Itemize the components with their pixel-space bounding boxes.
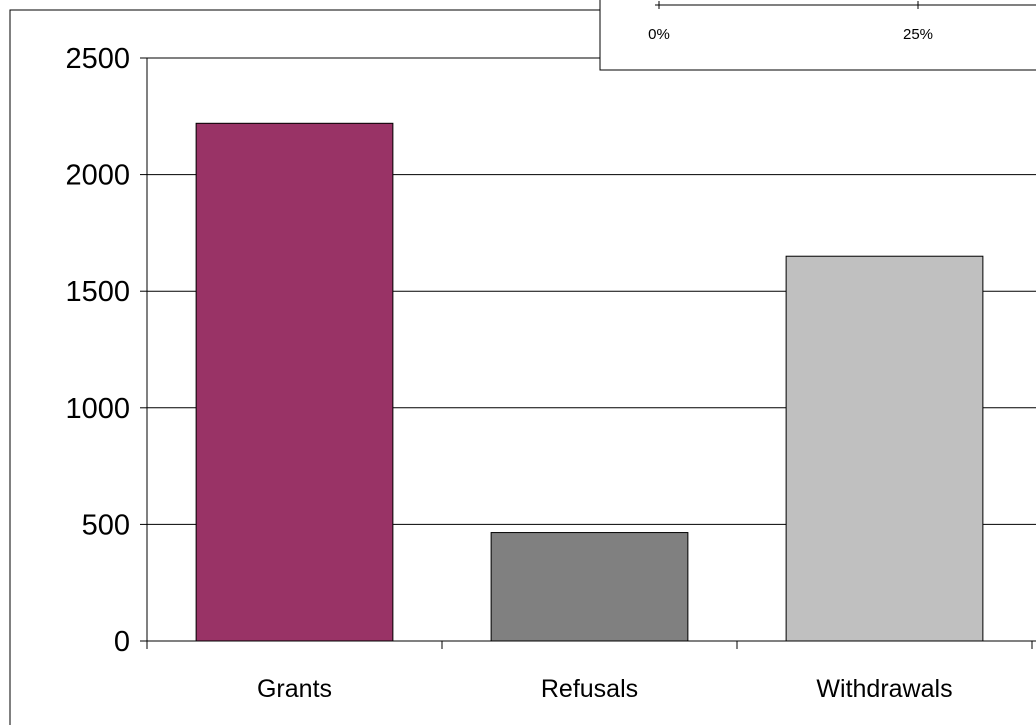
y-tick-label: 500	[82, 509, 130, 541]
x-tick-label: Withdrawals	[816, 675, 952, 703]
inset-frame	[599, 0, 1036, 71]
bar-withdrawals	[785, 255, 984, 642]
x-ticks: Grants Refusals Withdrawals	[146, 641, 1033, 703]
x-tick-label: Refusals	[541, 675, 638, 703]
y-tick-label: 0	[114, 626, 130, 658]
inset-x-tick-label: 0%	[648, 26, 670, 43]
bars	[195, 122, 984, 642]
inset-x-tick-label: 25%	[903, 26, 933, 43]
bar-grants	[195, 122, 394, 642]
y-tick-label: 2000	[65, 160, 130, 192]
bar-refusals	[490, 532, 689, 642]
y-ticks: 0 500 1000 1500 2000 2500	[65, 43, 147, 658]
y-tick-label: 1500	[65, 276, 130, 308]
y-tick-label: 1000	[65, 393, 130, 425]
inset-chart: 0% 25%	[599, 0, 1036, 71]
y-tick-label: 2500	[65, 43, 130, 75]
x-tick-label: Grants	[257, 675, 332, 703]
